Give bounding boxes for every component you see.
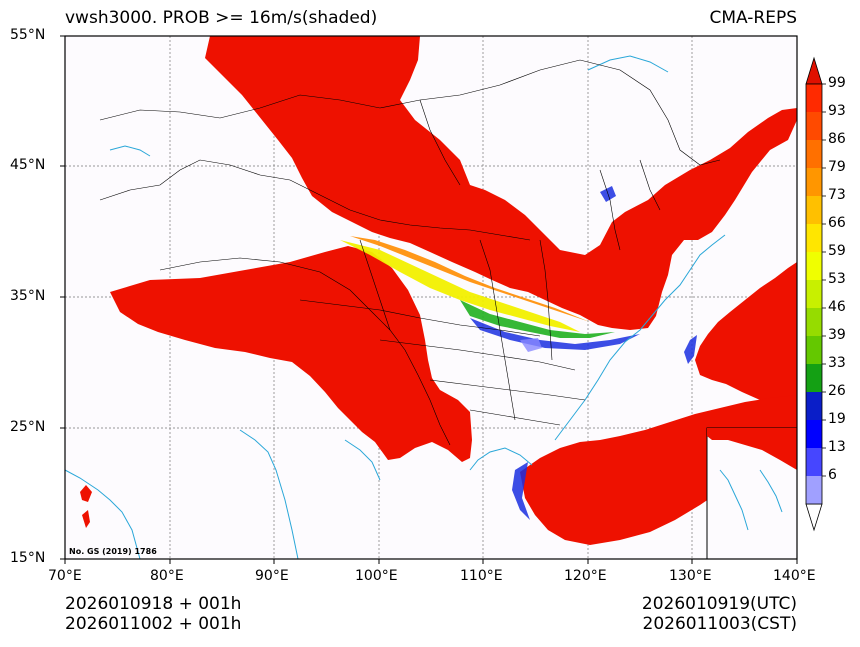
colorbar-label: 13 [828, 439, 846, 455]
colorbar-segment [806, 196, 822, 224]
colorbar-segment [806, 140, 822, 168]
probability-shading [80, 36, 797, 545]
lat-label-15: 15°N [10, 550, 46, 566]
admin-borders [99, 59, 721, 446]
colorbar-segment [806, 392, 822, 420]
init-time-cst: 2026011002 + 001h [65, 614, 242, 634]
model-name: CMA-REPS [709, 8, 797, 28]
colorbar-label: 26 [828, 383, 846, 399]
colorbar-label: 99 [828, 75, 846, 91]
chart-title: vwsh3000. PROB >= 16m/s(shaded) [65, 8, 378, 28]
axis-ticks [60, 35, 798, 564]
valid-time-utc: 2026010919(UTC) [641, 594, 797, 614]
west-streak-2 [82, 510, 90, 528]
colorbar-segment [806, 112, 822, 140]
colorbar-label: 46 [828, 299, 846, 315]
colorbar-frame [805, 83, 823, 505]
colorbar-label: 39 [828, 327, 846, 343]
colorbar-segment [806, 280, 822, 308]
lat-label-45: 45°N [10, 157, 46, 173]
lat-label-25: 25°N [10, 419, 46, 435]
colorbar-segment [806, 224, 822, 252]
lon-label-130: 130°E [669, 568, 712, 584]
colorbar-segment [806, 364, 822, 392]
colorbar-segment [806, 476, 822, 504]
lon-label-80: 80°E [150, 568, 184, 584]
west-streak [80, 485, 92, 502]
valid-time-cst: 2026011003(CST) [642, 614, 797, 634]
lon-label-140: 140°E [773, 568, 816, 584]
map-approval-note: No. GS (2019) 1786 [69, 547, 157, 556]
colorbar-bottom-arrow [805, 503, 823, 532]
blue-belt [470, 318, 640, 350]
colorbar-segment [806, 336, 822, 364]
lon-label-120: 120°E [564, 568, 607, 584]
japan-prob-region [695, 262, 797, 406]
lon-label-110: 110°E [460, 568, 503, 584]
colorbar-segment [806, 308, 822, 336]
colorbar-segment [806, 252, 822, 280]
lon-label-70: 70°E [48, 568, 82, 584]
colorbar-segment [806, 84, 822, 112]
yellow-belt [340, 240, 580, 332]
coastlines [65, 55, 726, 559]
colorbar-label: 79 [828, 159, 846, 175]
colorbar-segment [806, 448, 822, 476]
init-time-utc: 2026010918 + 001h [65, 594, 242, 614]
blue-edge-japan [684, 335, 697, 364]
lon-label-90: 90°E [255, 568, 289, 584]
colorbar-segment [806, 168, 822, 196]
orange-belt [350, 236, 600, 326]
colorbar-label: 19 [828, 411, 846, 427]
north-prob-region [205, 36, 797, 330]
lightblue-patch [520, 338, 542, 352]
colorbar-top-arrow [805, 56, 823, 85]
blue-edge-south [512, 462, 530, 520]
south-china-sea-inset [706, 427, 798, 560]
lat-label-55: 55°N [10, 27, 46, 43]
colorbar-label: 86 [828, 131, 846, 147]
colorbar-label: 33 [828, 355, 846, 371]
colorbar-label: 6 [828, 467, 837, 483]
colorbar-segment [806, 420, 822, 448]
colorbar-label: 93 [828, 103, 846, 119]
green-belt [460, 300, 615, 338]
colorbar [805, 56, 826, 532]
colorbar-label: 73 [828, 187, 846, 203]
colorbar-label: 59 [828, 243, 846, 259]
tibet-prob-region [110, 246, 472, 462]
colorbar-label: 66 [828, 215, 846, 231]
lat-label-35: 35°N [10, 288, 46, 304]
lon-label-100: 100°E [355, 568, 398, 584]
colorbar-label: 53 [828, 271, 846, 287]
